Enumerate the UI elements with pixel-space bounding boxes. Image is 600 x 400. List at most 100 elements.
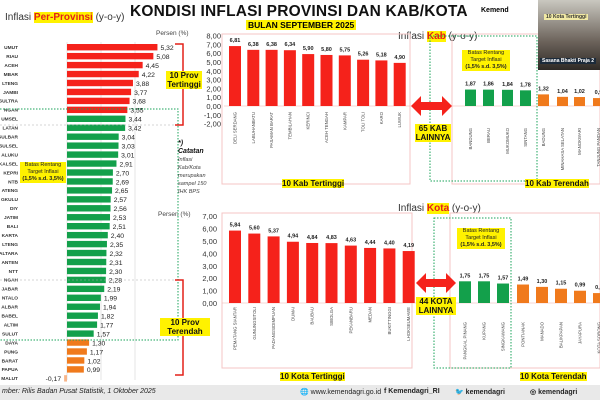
kota-low-category-label: JAYAPURA <box>578 322 583 344</box>
prov-category-label: LTENG <box>2 81 18 87</box>
kota-low-panel <box>449 212 600 369</box>
kota-low-bar <box>593 293 600 303</box>
kota-high-bar <box>344 245 357 303</box>
prov-value-label: 3,01 <box>121 152 134 159</box>
prov-category-label: SULBAR <box>0 135 19 141</box>
prov-value-label: 2,57 <box>114 197 127 204</box>
kab-high-bar <box>320 54 333 106</box>
prov-bar <box>67 115 126 122</box>
kota-high-category-label: BUKITTINGGI <box>387 307 392 334</box>
prov-low-tag: 10 Prov Terendah <box>160 318 210 336</box>
prov-value-label: 4,45 <box>146 63 159 70</box>
prov-category-label: BABEL <box>1 314 18 320</box>
kab-double-arrow-icon <box>411 96 452 116</box>
source-text: mber: Rilis Badan Pusat Statistik, 1 Okt… <box>2 388 156 395</box>
kab-high-bar <box>283 50 296 106</box>
kab-low-bar <box>538 94 549 106</box>
kab-y-tick: 7,00 <box>206 40 221 49</box>
prov-category-label: ALUKU <box>1 152 18 158</box>
prov-bar <box>67 276 106 284</box>
kab-high-tag: 10 Kab Tertinggi <box>282 179 345 188</box>
website-link[interactable]: 🌐 www.kemendagri.go.id <box>300 389 382 396</box>
kab-low-tag: 10 Kab Terendah <box>525 179 589 188</box>
prov-bar <box>67 357 85 364</box>
kota-low-value-label: 1,75 <box>479 273 490 279</box>
prov-bar <box>67 97 130 105</box>
prov-value-label: 2,31 <box>109 260 122 267</box>
kota-high-value-label: 4,84 <box>307 235 319 241</box>
kota-low-category-label: SINGKAWANG <box>501 321 506 351</box>
twitter-text: kemendagri <box>465 389 505 396</box>
kab-title-prefix: Inflasi <box>398 31 427 42</box>
kab-low-bar <box>465 89 476 106</box>
prov-bar <box>67 249 107 257</box>
kab-low-value-label: 0,9 <box>595 90 600 96</box>
kab-low-category-label: SINTANG <box>523 127 528 146</box>
kab-low-value-label: 1,02 <box>574 89 585 95</box>
kab-high-bar <box>229 46 241 106</box>
kab-high-category-label: KAMPAR <box>342 112 347 130</box>
prov-bar <box>67 70 139 78</box>
prov-bar <box>67 79 133 87</box>
prov-bar <box>67 88 132 96</box>
kab-y-tick: 3,00 <box>206 76 221 85</box>
kota-title-prefix: Inflasi <box>398 203 427 214</box>
kab-y-tick: -1,00 <box>204 111 221 120</box>
kota-low-value-label: 1,15 <box>556 281 567 287</box>
target-line1: Batas Rentang <box>24 162 62 168</box>
kab-high-bar <box>247 49 260 106</box>
kab-high-bar <box>265 49 278 106</box>
prov-value-label: 2,30 <box>109 269 122 276</box>
prov-category-label: ATENG <box>2 188 19 194</box>
prov-category-label: NTB <box>8 179 18 185</box>
kab-low-bar <box>520 90 531 106</box>
kota-high-value-label: 4,44 <box>365 240 377 246</box>
kota-low-category-label: MANADO <box>540 321 545 341</box>
prov-title-suffix: (y-o-y) <box>92 12 125 23</box>
kota-low-category-label: PONTIANAK <box>521 322 526 347</box>
prov-bar <box>64 375 67 382</box>
prov-value-label: 2,51 <box>113 224 126 231</box>
kota-high-category-label: GUNUNGSITOLI <box>252 307 257 340</box>
kota-high-value-label: 5,60 <box>249 226 260 232</box>
prov-bar <box>67 285 105 293</box>
note-title: *) Catatan <box>178 140 204 155</box>
prov-title-highlight: Per-Provinsi <box>33 12 93 23</box>
kota-low-value-label: 1,30 <box>537 279 548 285</box>
prov-bar <box>67 61 143 69</box>
facebook-link[interactable]: f Kemendagri_RI <box>384 388 440 395</box>
prov-bar <box>67 303 100 310</box>
kota-unit-label: Persen (%) <box>158 211 191 218</box>
kota-low-category-label: PANGKAL PINANG <box>463 321 468 359</box>
instagram-link[interactable]: ◎ kemendagri <box>530 388 577 396</box>
logo-text: Kemend <box>481 7 509 14</box>
kab-y-tick: 5,00 <box>206 58 221 67</box>
twitter-link[interactable]: 🐦 kemendagri <box>455 388 505 396</box>
prov-category-label: LTENG <box>2 242 18 248</box>
kab-high-bar <box>393 62 406 106</box>
prov-bar <box>67 294 101 301</box>
prov-value-label: 3,44 <box>128 117 141 124</box>
target-line2: Target Inflasi <box>470 57 502 63</box>
prov-category-label: NGAN <box>4 108 19 114</box>
prov-bar <box>67 142 119 149</box>
prov-value-label: -0,17 <box>46 376 62 383</box>
kota-y-tick: 7,00 <box>202 212 217 221</box>
kota-high-tag: 10 Kota Tertinggi <box>280 372 345 381</box>
prov-bar <box>67 196 111 203</box>
page-title: KONDISI INFLASI PROVINSI DAN KAB/KOTA <box>130 3 468 20</box>
kab-high-value-label: 5,80 <box>321 47 332 53</box>
prov-value-label: 2,69 <box>116 179 129 186</box>
prov-category-label: ALTARA <box>0 251 19 257</box>
prov-category-label: PUNG <box>4 349 18 355</box>
kab-low-category-label: MUKOMUKO <box>505 127 510 153</box>
kota-low-bar <box>517 284 529 303</box>
kota-high-value-label: 4,94 <box>288 234 300 240</box>
prov-category-label: UMUT <box>4 45 18 51</box>
kab-high-value-label: 6,38 <box>248 42 259 48</box>
twitter-icon: 🐦 <box>455 389 464 396</box>
prov-value-label: 2,19 <box>107 287 120 294</box>
prov-category-label: KALSEL <box>0 161 18 167</box>
prov-bar <box>67 231 108 239</box>
kab-low-category-label: BADUNG <box>541 127 546 146</box>
